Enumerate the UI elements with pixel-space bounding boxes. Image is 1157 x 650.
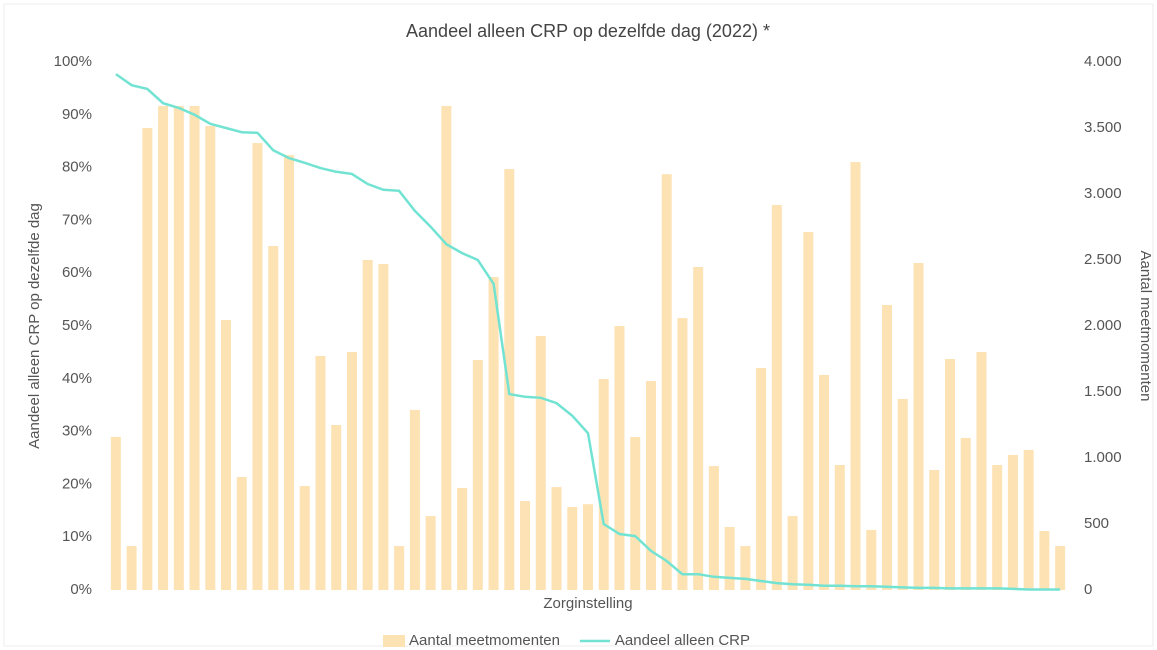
bar [110, 436, 121, 590]
bar [929, 470, 940, 590]
bar [834, 464, 845, 590]
bar [677, 318, 688, 590]
bar [1055, 546, 1066, 590]
bar [346, 352, 357, 590]
bar [771, 204, 782, 590]
bar [897, 398, 908, 590]
y-tick-label: 40% [62, 370, 92, 387]
bar [488, 277, 499, 590]
bar [189, 105, 200, 591]
bar [331, 425, 342, 590]
bar [1023, 449, 1034, 590]
bar [708, 466, 719, 590]
y2-tick-label: 2.000 [1084, 317, 1122, 334]
line [115, 73, 1061, 591]
bar [315, 355, 326, 590]
y2-axis-label: Aantal meetmomenten [1137, 251, 1154, 402]
bar [173, 105, 184, 591]
bar [819, 374, 830, 590]
bar [630, 437, 641, 590]
bar [142, 128, 153, 590]
legend-swatch [383, 635, 405, 647]
bar [787, 516, 798, 590]
bar [803, 232, 814, 591]
bar [756, 367, 767, 590]
y-tick-label: 0% [70, 581, 92, 598]
bar [614, 326, 625, 590]
bar [740, 546, 751, 590]
bar [441, 105, 452, 591]
bar [944, 359, 955, 590]
legend-label: Aandeel alleen CRP [615, 632, 750, 649]
bar [992, 464, 1003, 590]
x-axis-label: Zorginstelling [543, 595, 632, 612]
bar [645, 381, 656, 590]
bar [567, 506, 578, 590]
bar [551, 487, 562, 590]
bar [457, 487, 468, 590]
bar [409, 409, 420, 590]
bar [472, 360, 483, 590]
chart-title: Aandeel alleen CRP op dezelfde dag (2022… [406, 21, 770, 41]
y2-tick-label: 0 [1084, 581, 1092, 598]
bar [268, 246, 279, 590]
y-axis-label: Aandeel alleen CRP op dezelfde dag [26, 203, 43, 449]
bar [882, 305, 893, 590]
y2-tick-label: 2.500 [1084, 251, 1122, 268]
y-tick-label: 50% [62, 317, 92, 334]
bar [1007, 454, 1018, 590]
y2-tick-label: 3.500 [1084, 119, 1122, 136]
bar [252, 143, 263, 590]
bar [693, 266, 704, 590]
bar [394, 546, 405, 590]
y-tick-label: 10% [62, 528, 92, 545]
bar [158, 105, 169, 591]
y-tick-label: 70% [62, 211, 92, 228]
bar [960, 437, 971, 590]
bar [583, 504, 593, 590]
bar [378, 263, 389, 590]
y-tick-label: 30% [62, 423, 92, 440]
bar [850, 162, 861, 590]
y-tick-label: 20% [62, 475, 92, 492]
legend-label: Aantal meetmomenten [409, 632, 560, 649]
bar [362, 260, 373, 590]
y-tick-label: 60% [62, 264, 92, 281]
bar [866, 529, 877, 590]
bar [913, 263, 924, 590]
bar [504, 169, 515, 590]
bar [598, 379, 609, 590]
y-tick-label: 100% [54, 53, 92, 70]
bar [1039, 530, 1050, 590]
bar [976, 352, 987, 590]
bar [724, 527, 735, 590]
y-tick-label: 90% [62, 106, 92, 123]
bar [520, 501, 531, 590]
y-tick-label: 80% [62, 159, 92, 176]
bar [425, 516, 436, 590]
bar [661, 174, 672, 590]
y2-tick-label: 500 [1084, 515, 1109, 532]
y2-tick-label: 1.500 [1084, 383, 1122, 400]
y2-tick-label: 4.000 [1084, 53, 1122, 70]
bar [236, 477, 247, 590]
bar [535, 336, 546, 590]
bar [126, 546, 137, 590]
bar [299, 485, 310, 590]
bar [283, 155, 294, 590]
y2-tick-label: 3.000 [1084, 185, 1122, 202]
bar [221, 320, 232, 590]
bar [205, 126, 216, 591]
y2-tick-label: 1.000 [1084, 449, 1122, 466]
